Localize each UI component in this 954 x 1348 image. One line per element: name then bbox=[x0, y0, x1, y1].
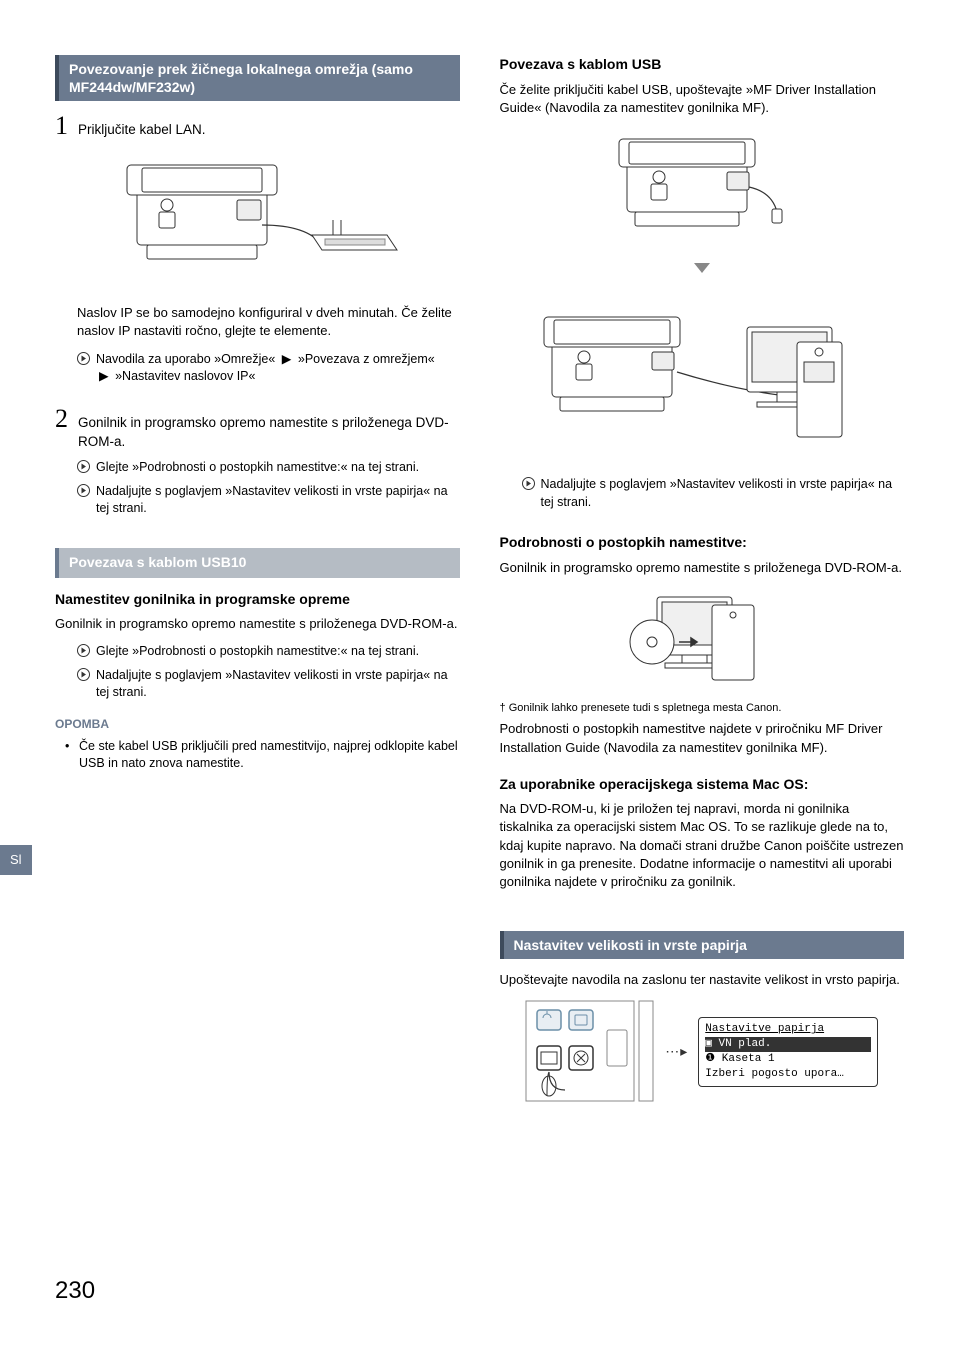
control-panel-illustration bbox=[525, 1000, 655, 1105]
reference-arrow-icon bbox=[77, 352, 90, 365]
step-1-num: 1 bbox=[55, 113, 68, 139]
usb-printer-illustration-1 bbox=[617, 127, 787, 247]
reference-arrow-icon bbox=[77, 484, 90, 497]
step-1: 1 Priključite kabel LAN. bbox=[55, 113, 460, 140]
reference-arrow-icon bbox=[522, 477, 535, 490]
paper-settings-illustration: ⋯▸ Nastavitve papirja ▣ VN plad. ❶ Kaset… bbox=[500, 1000, 905, 1105]
opomba-bullet: Če ste kabel USB priključili pred namest… bbox=[65, 738, 460, 773]
step2-ref1-text: Glejte »Podrobnosti o postopkih namestit… bbox=[96, 459, 419, 477]
step-1-text: Priključite kabel LAN. bbox=[78, 115, 206, 140]
usb-body: Če želite priključiti kabel USB, upoštev… bbox=[500, 81, 905, 117]
mac-body: Na DVD-ROM-u, ki je priložen tej napravi… bbox=[500, 800, 905, 891]
lcd-line3: ❶ Kaseta 1 bbox=[705, 1052, 871, 1067]
usb-printer-pc-illustration bbox=[542, 292, 862, 462]
dvd-pc-illustration bbox=[617, 587, 787, 687]
page-number: 230 bbox=[55, 1274, 95, 1308]
reference-arrow-icon bbox=[77, 644, 90, 657]
paper-section-header: Nastavitev velikosti in vrste papirja bbox=[500, 931, 905, 959]
usb10-ref1-text: Glejte »Podrobnosti o postopkih namestit… bbox=[96, 643, 419, 661]
step-2: 2 Gonilnik in programsko opremo namestit… bbox=[55, 406, 460, 452]
ip-ref-text-1: Navodila za uporabo »Omrežje« bbox=[96, 352, 275, 366]
lan-connection-illustration bbox=[107, 150, 407, 290]
language-tab: Sl bbox=[0, 845, 32, 875]
dots-arrow-icon: ⋯▸ bbox=[665, 1042, 688, 1062]
reference-arrow-icon bbox=[77, 460, 90, 473]
lcd-line1: Nastavitve papirja bbox=[705, 1022, 871, 1037]
details-header: Podrobnosti o postopkih namestitve: bbox=[500, 533, 905, 553]
lcd-line4: Izberi pogosto upora… bbox=[705, 1067, 871, 1082]
ip-config-text: Naslov IP se bo samodejno konfiguriral v… bbox=[55, 304, 460, 340]
opomba-label: OPOMBA bbox=[55, 716, 460, 733]
step-2-num: 2 bbox=[55, 406, 68, 432]
ip-ref-text-3: »Nastavitev naslovov IP« bbox=[115, 369, 255, 383]
lcd-display: Nastavitve papirja ▣ VN plad. ❶ Kaseta 1… bbox=[698, 1017, 878, 1086]
mac-header: Za uporabnike operacijskega sistema Mac … bbox=[500, 775, 905, 795]
step-2-text: Gonilnik in programsko opremo namestite … bbox=[78, 408, 460, 452]
ip-ref-text-2: »Povezava z omrežjem« bbox=[298, 352, 435, 366]
step2-ref2: Nadaljujte s poglavjem »Nastavitev velik… bbox=[55, 483, 460, 518]
usb10-ref1: Glejte »Podrobnosti o postopkih namestit… bbox=[55, 643, 460, 661]
usb10-body: Gonilnik in programsko opremo namestite … bbox=[55, 615, 460, 633]
down-arrow-icon bbox=[500, 261, 905, 282]
usb-header: Povezava s kablom USB bbox=[500, 55, 905, 75]
ip-reference: Navodila za uporabo »Omrežje« ▶ »Povezav… bbox=[55, 351, 460, 386]
usb10-ref2: Nadaljujte s poglavjem »Nastavitev velik… bbox=[55, 667, 460, 702]
dagger-note: † Gonilnik lahko prenesete tudi s spletn… bbox=[500, 701, 905, 716]
usb10-subhead: Namestitev gonilnika in programske oprem… bbox=[55, 590, 460, 610]
usb10-ref2-text: Nadaljujte s poglavjem »Nastavitev velik… bbox=[96, 667, 460, 702]
usb-ref-text: Nadaljujte s poglavjem »Nastavitev velik… bbox=[541, 476, 905, 511]
usb10-section-header: Povezava s kablom USB10 bbox=[55, 548, 460, 578]
lcd-line2: ▣ VN plad. bbox=[705, 1037, 871, 1052]
paper-body: Upoštevajte navodila na zaslonu ter nast… bbox=[500, 971, 905, 989]
step2-ref1: Glejte »Podrobnosti o postopkih namestit… bbox=[55, 459, 460, 477]
details-body2: Podrobnosti o postopkih namestitve najde… bbox=[500, 720, 905, 756]
reference-arrow-icon bbox=[77, 668, 90, 681]
lan-section-header: Povezovanje prek žičnega lokalnega omrež… bbox=[55, 55, 460, 101]
usb-ref: Nadaljujte s poglavjem »Nastavitev velik… bbox=[500, 476, 905, 511]
details-body: Gonilnik in programsko opremo namestite … bbox=[500, 559, 905, 577]
step2-ref2-text: Nadaljujte s poglavjem »Nastavitev velik… bbox=[96, 483, 460, 518]
